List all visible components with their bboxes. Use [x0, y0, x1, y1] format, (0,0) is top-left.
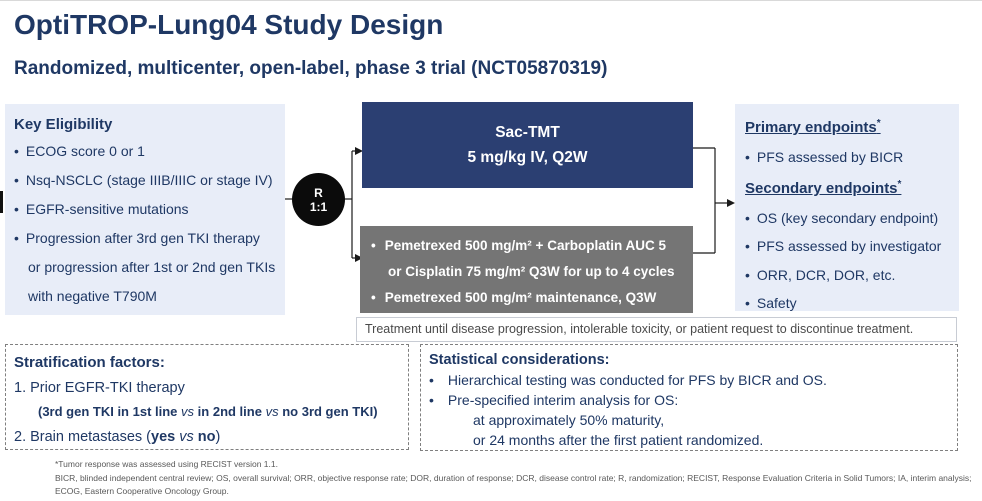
bullet-icon — [745, 295, 757, 311]
arm-sac-tmt-name: Sac-TMT — [495, 123, 560, 141]
treatment-note-text: Treatment until disease progression, int… — [365, 322, 914, 336]
endpoint-item: Safety — [745, 289, 959, 318]
chemo-item: Pemetrexed 500 mg/m² maintenance, Q3W — [371, 285, 693, 311]
endpoint-item: PFS assessed by BICR — [745, 143, 959, 172]
stratification-panel: Stratification factors: 1. Prior EGFR-TK… — [5, 344, 409, 450]
statistics-heading: Statistical considerations: — [429, 352, 610, 368]
stratification-item: 1. Prior EGFR-TKI therapy — [14, 379, 185, 396]
statistics-item: Pre-specified interim analysis for OS: — [429, 390, 957, 410]
eligibility-item: Nsq-NSCLC (stage IIIB/IIIC or stage IV) — [14, 166, 285, 195]
eligibility-item-continued: with negative T790M — [28, 288, 157, 304]
bullet-icon — [371, 290, 385, 305]
arrow-right-icon — [727, 199, 735, 207]
eligibility-item-continued: or progression after 1st or 2nd gen TKIs — [28, 259, 276, 275]
stratification-item: 2. Brain metastases (yes vs no) — [14, 428, 221, 445]
footnote-line: ECOG, Eastern Cooperative Oncology Group… — [55, 486, 229, 496]
bullet-icon — [745, 267, 757, 283]
page-title: OptiTROP-Lung04 Study Design — [14, 9, 444, 40]
bullet-icon — [14, 201, 26, 217]
primary-endpoints-heading: Primary endpoints* — [745, 118, 881, 136]
treatment-note-box: Treatment until disease progression, int… — [356, 317, 957, 342]
secondary-endpoints-heading: Secondary endpoints* — [745, 179, 902, 197]
statistics-panel: Statistical considerations: Hierarchical… — [420, 344, 958, 451]
eligibility-item: EGFR-sensitive mutations — [14, 195, 285, 224]
footnotes: *Tumor response was assessed using RECIS… — [55, 458, 972, 499]
bullet-icon — [14, 143, 26, 159]
bullet-icon — [745, 210, 757, 226]
arm-sac-tmt-box: Sac-TMT 5 mg/kg IV, Q2W — [362, 102, 693, 188]
endpoint-item: PFS assessed by investigator — [745, 232, 959, 261]
eligibility-item: Progression after 3rd gen TKI therapy — [14, 224, 285, 253]
arm-sac-tmt-dose: 5 mg/kg IV, Q2W — [467, 148, 588, 166]
bullet-icon — [429, 392, 448, 408]
statistics-item: Hierarchical testing was conducted for P… — [429, 370, 957, 390]
endpoint-item: OS (key secondary endpoint) — [745, 204, 959, 233]
endpoint-item: ORR, DCR, DOR, etc. — [745, 261, 959, 290]
endpoints-panel: Primary endpoints* PFS assessed by BICR … — [735, 104, 959, 311]
statistics-subitem: or 24 months after the first patient ran… — [473, 432, 764, 448]
statistics-subitem: at approximately 50% maturity, — [473, 412, 665, 428]
randomization-circle: R 1:1 — [292, 173, 345, 226]
page-subtitle: Randomized, multicenter, open-label, pha… — [14, 58, 608, 79]
bullet-icon — [429, 372, 448, 388]
stratification-heading: Stratification factors: — [14, 354, 165, 371]
asterisk-footnote-marker: * — [897, 179, 902, 190]
footnote-line: *Tumor response was assessed using RECIS… — [55, 459, 278, 469]
bullet-icon — [14, 230, 26, 246]
randomization-letter: R — [314, 185, 323, 200]
chemo-item-continued: or Cisplatin 75 mg/m² Q3W for up to 4 cy… — [388, 264, 675, 279]
randomization-ratio: 1:1 — [309, 199, 328, 214]
eligibility-item: ECOG score 0 or 1 — [14, 137, 285, 166]
screen-edge-artifact — [0, 191, 3, 213]
bullet-icon — [745, 149, 757, 165]
stratification-item-detail: (3rd gen TKI in 1st line vs in 2nd line … — [38, 404, 378, 419]
bullet-icon — [14, 172, 26, 188]
footnote-line: BICR, blinded independent central review… — [55, 472, 972, 483]
eligibility-heading: Key Eligibility — [14, 116, 113, 133]
bullet-icon — [371, 238, 385, 253]
chemo-item: Pemetrexed 500 mg/m² + Carboplatin AUC 5 — [371, 233, 693, 259]
bullet-icon — [745, 238, 757, 254]
eligibility-panel: Key Eligibility ECOG score 0 or 1 Nsq-NS… — [5, 104, 285, 315]
asterisk-footnote-marker: * — [876, 118, 881, 129]
arm-chemo-box: Pemetrexed 500 mg/m² + Carboplatin AUC 5… — [360, 226, 693, 313]
